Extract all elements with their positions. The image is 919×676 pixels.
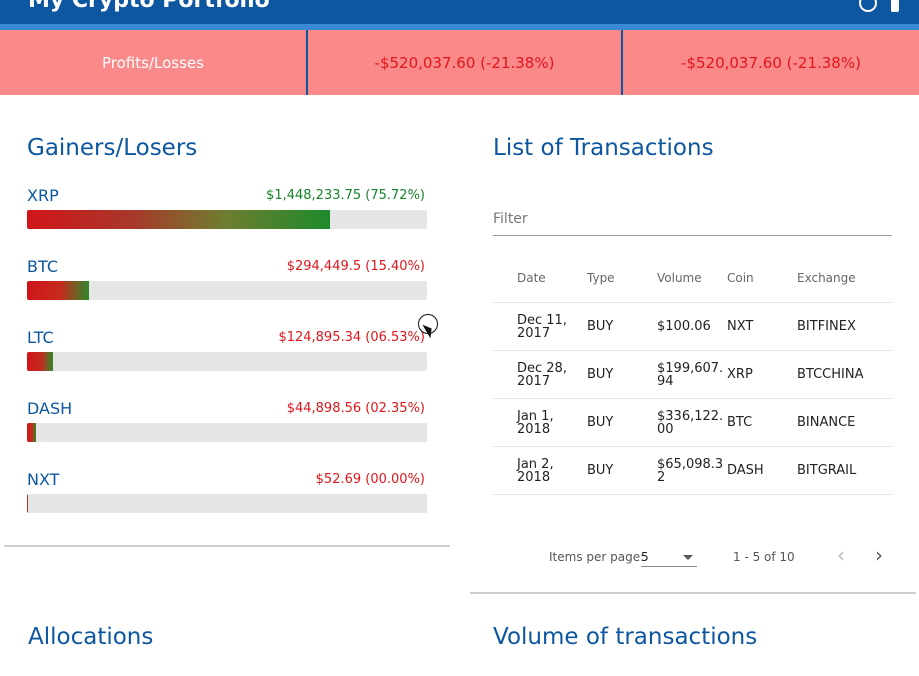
cell-exchange: BTCCHINA [797,350,893,399]
cell-date: Jan 1, 2018 [493,398,587,447]
header-stripe [0,24,919,30]
items-per-page-label: Items per page: [549,550,645,564]
share-bar [27,494,427,513]
filter-field[interactable] [493,208,892,236]
cell-type: BUY [587,302,657,351]
cell-exchange: BINANCE [797,398,893,447]
cell-volume: $100.06 [657,302,727,351]
coin-value: $1,448,233.75 (75.72%) [266,188,425,203]
cell-exchange: BITGRAIL [797,446,893,495]
cell-type: BUY [587,446,657,495]
coin-name: XRP [27,186,59,205]
coin-value: $124,895.34 (06.53%) [278,330,425,345]
cell-exchange: BITFINEX [797,302,893,351]
share-bar [27,210,427,229]
coin-name: NXT [27,470,60,489]
table-row[interactable]: Dec 28, 2017 BUY $199,607.94 XRP BTCCHIN… [493,350,893,399]
top-app-bar: My Crypto Portfolio [0,0,919,24]
column-header-coin[interactable]: Coin [727,254,797,303]
paginator: Items per page: 5 1 - 5 of 10 ‹ › [493,540,893,574]
share-bar [27,423,427,442]
coin-name: DASH [27,399,73,418]
share-bar-fill [27,494,29,513]
profits-losses-value: -$520,037.60 (-21.38%) [308,30,623,95]
page-range-label: 1 - 5 of 10 [733,550,795,564]
chevron-right-icon[interactable]: › [875,543,883,567]
coin-value: $44,898.56 (02.35%) [286,401,425,416]
column-header-volume[interactable]: Volume [657,254,727,303]
loading-cursor-icon [418,314,438,334]
cell-type: BUY [587,350,657,399]
top-actions [859,0,899,12]
allocations-title: Allocations [28,624,154,650]
cell-coin: DASH [727,446,797,495]
table-row[interactable]: Jan 1, 2018 BUY $336,122.00 BTC BINANCE [493,398,893,447]
page-size-value: 5 [641,550,649,564]
cell-date: Dec 28, 2017 [493,350,587,399]
transactions-title: List of Transactions [493,135,714,161]
column-header-date[interactable]: Date [493,254,587,303]
table-header-row: Date Type Volume Coin Exchange [493,254,893,303]
dropdown-arrow-icon [683,555,693,560]
column-header-exchange[interactable]: Exchange [797,254,893,303]
coin-value: $52.69 (00.00%) [315,472,425,487]
cell-coin: XRP [727,350,797,399]
cell-date: Jan 2, 2018 [493,446,587,495]
card-divider [4,545,450,547]
share-bar-fill [27,210,330,229]
account-icon[interactable] [859,0,877,12]
page-size-select[interactable]: 5 [641,548,697,567]
app-title: My Crypto Portfolio [28,0,270,13]
share-bar [27,281,427,300]
cell-coin: NXT [727,302,797,351]
coin-name: LTC [27,328,54,347]
coin-name: BTC [27,257,58,276]
share-bar-fill [27,352,54,371]
cell-volume: $65,098.32 [657,446,727,495]
profits-losses-value-secondary: -$520,037.60 (-21.38%) [681,53,861,72]
profits-losses-label: Profits/Losses [0,30,308,95]
cell-volume: $199,607.94 [657,350,727,399]
transactions-table: Date Type Volume Coin Exchange Dec 11, 2… [493,254,893,495]
cell-coin: BTC [727,398,797,447]
more-vert-icon[interactable] [891,0,899,12]
share-bar [27,352,427,371]
cell-type: BUY [587,398,657,447]
table-row[interactable]: Jan 2, 2018 BUY $65,098.32 DASH BITGRAIL [493,446,893,495]
share-bar-fill [27,423,37,442]
card-divider [470,592,916,594]
filter-input[interactable] [493,211,892,227]
table-row[interactable]: Dec 11, 2017 BUY $100.06 NXT BITFINEX [493,302,893,351]
volume-title: Volume of transactions [493,624,758,650]
cell-date: Dec 11, 2017 [493,302,587,351]
coin-value: $294,449.5 (15.40%) [286,259,425,274]
gainers-losers-title: Gainers/Losers [27,135,198,161]
profits-losses-strip: Profits/Losses -$520,037.60 (-21.38%) -$… [0,30,919,95]
chevron-left-icon[interactable]: ‹ [837,543,845,567]
column-header-type[interactable]: Type [587,254,657,303]
share-bar-fill [27,281,89,300]
cell-volume: $336,122.00 [657,398,727,447]
